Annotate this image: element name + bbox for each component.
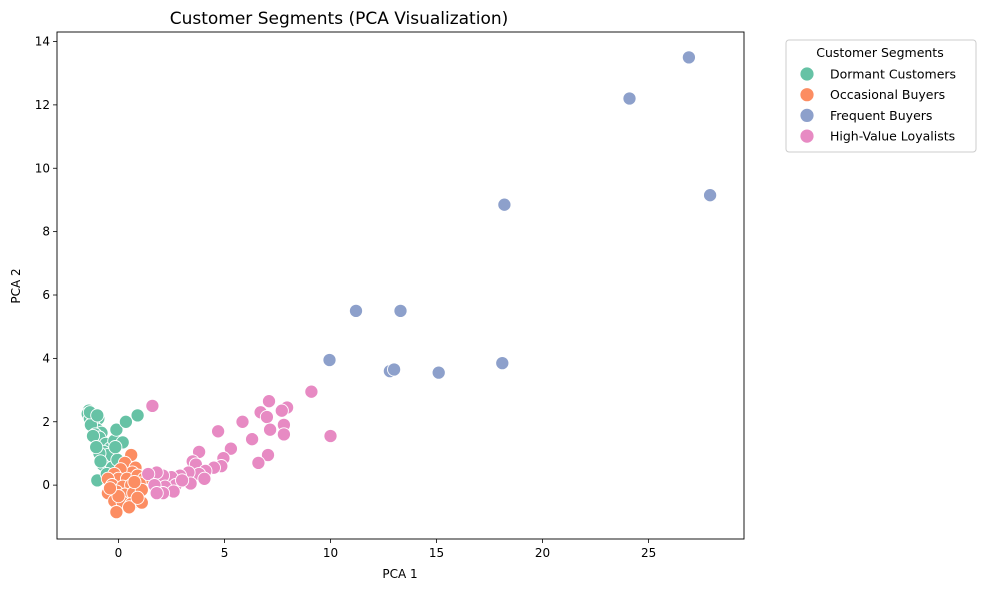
point-series-3-6 — [235, 414, 250, 429]
legend-marker-1 — [800, 88, 814, 102]
legend-label-3: High-Value Loyalists — [830, 129, 955, 144]
point-series-0-33 — [108, 440, 123, 455]
point-series-2-2 — [703, 188, 718, 203]
legend-title: Customer Segments — [816, 45, 943, 60]
legend-label-0: Dormant Customers — [830, 67, 956, 82]
chart-title: Customer Segments (PCA Visualization) — [170, 9, 509, 29]
y-tick-label-3: 6 — [42, 288, 50, 302]
point-series-1-27 — [130, 490, 145, 505]
point-series-3-8 — [263, 422, 278, 437]
y-axis: 0 2 4 6 8 10 12 14 — [35, 35, 57, 492]
point-series-0-31 — [89, 440, 104, 455]
y-axis-label: PCA 2 — [9, 268, 23, 303]
point-series-3-39 — [175, 473, 190, 488]
x-tick-label-2: 10 — [323, 546, 338, 560]
point-series-3-13 — [223, 441, 238, 456]
point-series-3-11 — [323, 428, 338, 444]
point-series-1-29 — [127, 474, 142, 490]
point-series-0-21 — [109, 422, 124, 437]
legend-frame — [785, 39, 977, 153]
legend-items: Dormant Customers Occasional Buyers Freque… — [800, 67, 956, 144]
legend: Customer Segments Dormant Customers Occas… — [785, 39, 977, 153]
y-tick-label-4: 8 — [42, 225, 50, 239]
point-series-3-30 — [197, 471, 212, 486]
point-series-2-8 — [387, 362, 402, 377]
point-series-3-5 — [259, 409, 274, 425]
point-series-1-28 — [102, 481, 118, 496]
y-tick-label-1: 2 — [42, 415, 50, 429]
point-series-3-3 — [274, 403, 289, 418]
point-series-3-37 — [149, 486, 164, 501]
point-series-0-27 — [130, 408, 145, 423]
point-series-1-25 — [122, 500, 137, 515]
point-series-0-34 — [90, 408, 105, 423]
x-axis: 0 5 10 15 20 25 — [115, 539, 656, 560]
point-series-3-10 — [211, 424, 226, 439]
point-series-3-19 — [251, 455, 266, 470]
x-tick-label-3: 15 — [429, 546, 444, 560]
legend-marker-0 — [800, 67, 814, 81]
point-series-3-29 — [141, 466, 156, 482]
x-tick-label-5: 25 — [641, 546, 656, 560]
y-tick-label-2: 4 — [42, 351, 50, 365]
y-tick-label-7: 14 — [35, 35, 50, 49]
point-series-0-32 — [93, 454, 108, 469]
point-series-3-0 — [304, 384, 319, 399]
point-series-2-5 — [393, 303, 408, 318]
point-series-2-1 — [622, 91, 637, 106]
point-series-1-24 — [109, 505, 124, 520]
point-series-3-38 — [145, 398, 160, 413]
x-axis-label: PCA 1 — [382, 567, 417, 581]
point-series-3-16 — [260, 447, 276, 463]
point-series-2-4 — [348, 303, 364, 318]
point-series-2-6 — [322, 352, 337, 368]
y-tick-label-6: 12 — [35, 98, 50, 112]
legend-marker-2 — [800, 108, 814, 122]
point-series-0-26 — [118, 414, 133, 429]
y-tick-label-5: 10 — [35, 161, 50, 175]
x-tick-label-4: 20 — [535, 546, 550, 560]
x-tick-label-0: 0 — [115, 546, 123, 560]
legend-label-2: Frequent Buyers — [830, 108, 932, 123]
x-tick-label-1: 5 — [221, 546, 229, 560]
point-series-2-0 — [681, 50, 696, 65]
points-layer — [80, 50, 718, 520]
legend-label-1: Occasional Buyers — [830, 87, 945, 102]
point-series-2-10 — [495, 356, 510, 371]
y-tick-label-0: 0 — [42, 478, 50, 492]
point-series-3-12 — [245, 432, 260, 447]
plot-frame — [56, 31, 745, 540]
legend-marker-3 — [800, 129, 814, 143]
point-series-2-9 — [431, 365, 446, 380]
point-series-2-3 — [497, 197, 512, 212]
point-series-3-1 — [261, 394, 277, 409]
point-series-3-9 — [276, 427, 291, 442]
